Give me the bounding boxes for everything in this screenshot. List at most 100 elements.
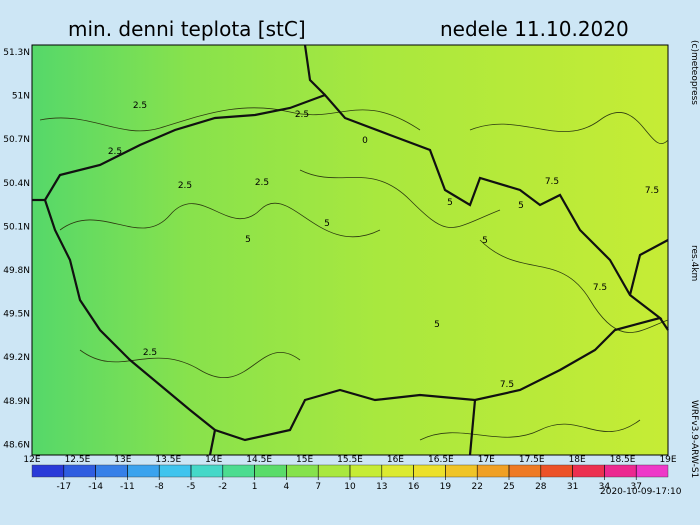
border-line: [468, 399, 477, 456]
colorbar-label: 28: [535, 482, 547, 492]
lon-label: 18E: [569, 455, 586, 465]
colorbar-label: 10: [344, 482, 356, 492]
colorbar-segment: [95, 464, 128, 478]
contour-label: 7.5: [593, 283, 607, 293]
colorbar-label: 37: [630, 482, 641, 492]
colorbar-label: 1: [252, 482, 258, 492]
lat-label: 50.1N: [3, 222, 30, 232]
colorbar-label: 22: [471, 482, 482, 492]
border-line: [628, 239, 669, 296]
contour-label: 5: [482, 236, 488, 246]
colorbar-segment: [381, 464, 414, 478]
border-line: [659, 317, 669, 331]
colorbar-label: 19: [440, 482, 452, 492]
borders: [32, 44, 669, 456]
contour-label: 2.5: [295, 110, 309, 120]
contour-label: 2.5: [133, 101, 147, 111]
colorbar-label: -5: [187, 482, 196, 492]
lat-label: 48.9N: [3, 397, 30, 407]
copyright: (c)meteopress: [689, 40, 699, 105]
colorbar-segment: [349, 464, 382, 478]
colorbar-segment: [63, 464, 96, 478]
contour-line: [469, 112, 669, 144]
colorbar-segment: [445, 464, 478, 478]
contour-label: 7.5: [645, 186, 659, 196]
contour-label: 2.5: [143, 348, 157, 358]
colorbar-segment: [477, 464, 510, 478]
lat-label: 49.5N: [3, 310, 30, 320]
colorbar-label: 34: [599, 482, 611, 492]
border-line: [303, 44, 326, 96]
contour-label: 2.5: [108, 147, 122, 157]
colorbar-segment: [508, 464, 541, 478]
colorbar-segment: [540, 464, 573, 478]
contour-line: [59, 202, 381, 238]
lon-label: 17E: [478, 455, 495, 465]
map-date: nedele 11.10.2020: [440, 17, 629, 41]
colorbar-segment: [222, 464, 255, 478]
border-line: [208, 429, 217, 456]
lon-label: 18.5E: [610, 455, 636, 465]
timestamp: 2020-10-09-17:10: [600, 487, 682, 497]
colorbar-segment: [604, 464, 637, 478]
contour-label: 7.5: [545, 177, 559, 187]
colorbar-label: -14: [88, 482, 103, 492]
colorbar-label: -11: [120, 482, 135, 492]
lon-label: 12.5E: [65, 455, 91, 465]
colorbar-segment: [636, 464, 669, 478]
colorbar-segment: [31, 464, 64, 478]
contour-line: [419, 419, 641, 441]
colorbar-segment: [572, 464, 605, 478]
lon-label: 12E: [23, 455, 40, 465]
contour-line: [79, 349, 301, 378]
lon-label: 17.5E: [519, 455, 545, 465]
colorbar-segment: [413, 464, 446, 478]
colorbar-label: -2: [218, 482, 227, 492]
lat-label: 51.3N: [3, 48, 30, 58]
lon-label: 13.5E: [155, 455, 181, 465]
contour-label: 5: [434, 320, 440, 330]
contour-label: 7.5: [500, 380, 514, 390]
model-name: WRFv3.9-ARW-S1: [689, 400, 699, 478]
contour-line: [299, 169, 501, 228]
colorbar-segment: [318, 464, 351, 478]
lon-label: 15.5E: [337, 455, 363, 465]
lat-label: 50.7N: [3, 135, 30, 145]
contour-label: 2.5: [255, 178, 269, 188]
colorbar-segment: [190, 464, 223, 478]
colorbar-label: 31: [567, 482, 578, 492]
colorbar-segment: [158, 464, 192, 478]
lon-label: 14.5E: [246, 455, 272, 465]
lat-label: 49.8N: [3, 266, 30, 276]
contour-label: 5: [447, 198, 453, 208]
resolution: res.4km: [689, 245, 699, 281]
contour-label: 5: [324, 219, 330, 229]
contour-label: 5: [518, 201, 524, 211]
colorbar-label: 16: [408, 482, 420, 492]
contour-line: [39, 107, 421, 132]
temperature-field: [31, 44, 669, 456]
lat-label: 51N: [12, 92, 30, 102]
colorbar-label: -17: [56, 482, 71, 492]
colorbar-label: 4: [284, 482, 290, 492]
colorbar-label: -8: [155, 482, 164, 492]
lon-label: 14E: [205, 455, 222, 465]
lon-label: 19E: [659, 455, 676, 465]
colorbar-label: 7: [315, 482, 321, 492]
country-border: [43, 93, 663, 442]
contour-line: [479, 239, 669, 333]
colorbar-segment: [286, 464, 319, 478]
lon-label: 16E: [387, 455, 404, 465]
lat-label: 50.4N: [3, 179, 30, 189]
map-title: min. denni teplota [stC]: [68, 17, 306, 41]
lon-label: 16.5E: [428, 455, 454, 465]
colorbar-label: 13: [376, 482, 387, 492]
contour-label: 5: [245, 235, 251, 245]
colorbar-label: 25: [503, 482, 514, 492]
colorbar-segment: [254, 464, 287, 478]
contour-lines: [39, 107, 669, 441]
lon-label: 13E: [114, 455, 131, 465]
lat-label: 49.2N: [3, 353, 30, 363]
contour-label: 2.5: [178, 181, 192, 191]
